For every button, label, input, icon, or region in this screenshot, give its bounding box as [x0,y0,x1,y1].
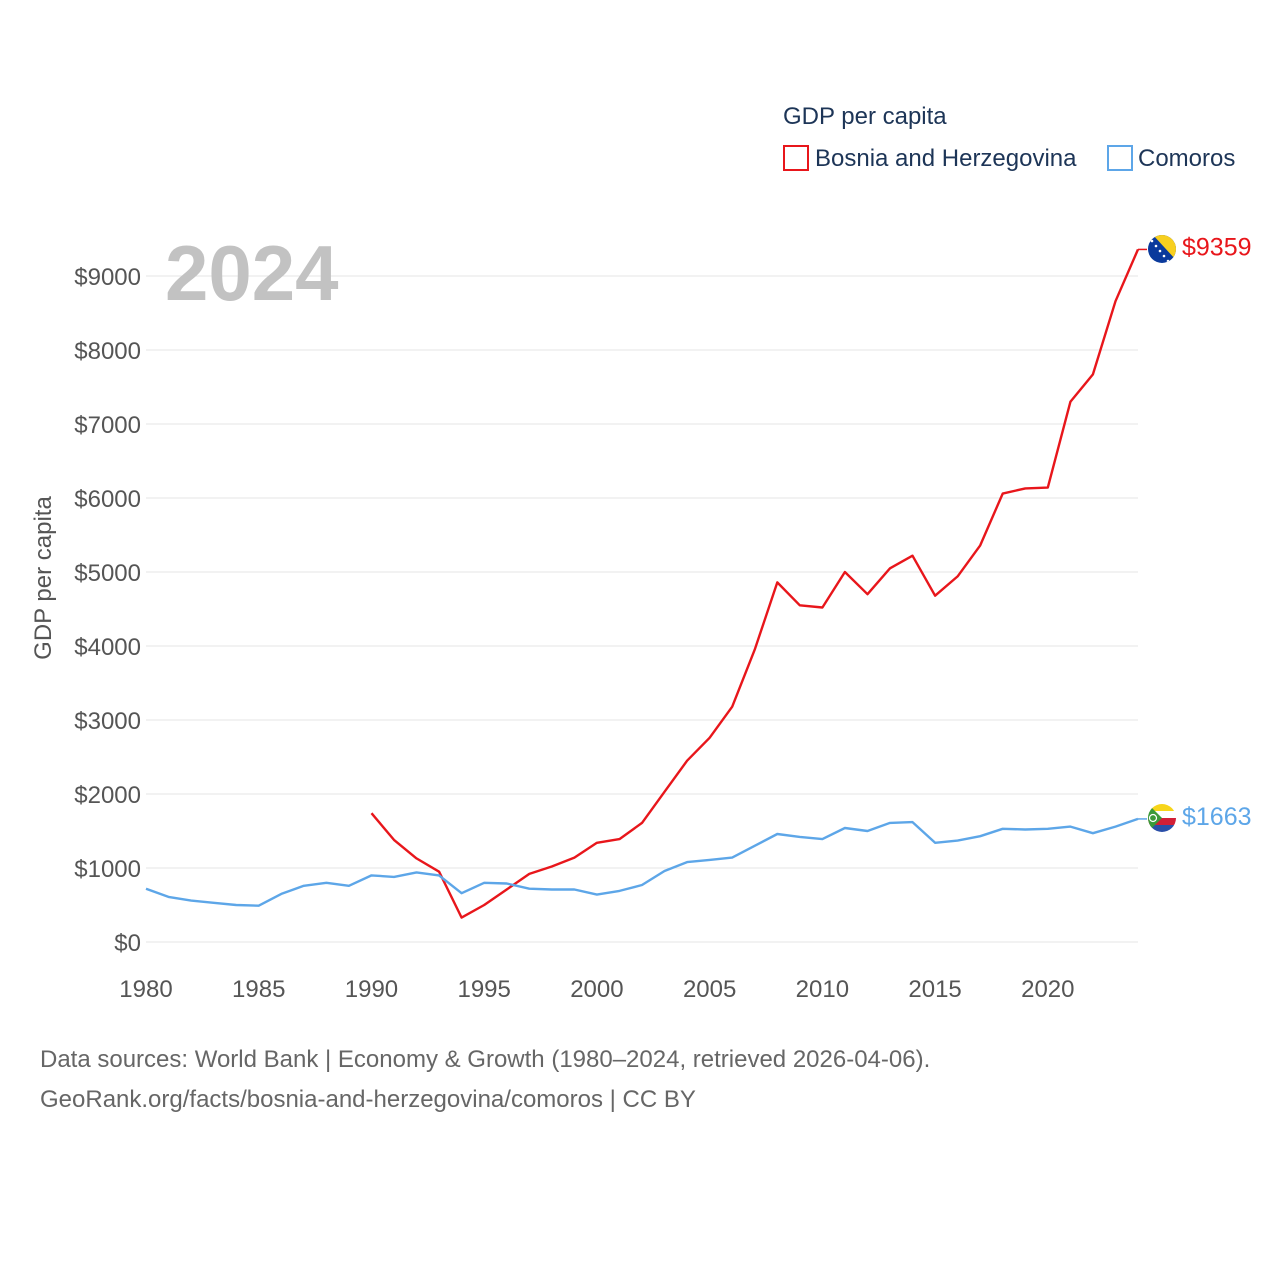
year-label: 2024 [165,229,339,317]
comoros-flag-icon [1148,804,1176,832]
footer: Data sources: World Bank | Economy & Gro… [40,1040,930,1120]
x-tick-label: 2015 [908,976,961,1003]
y-tick-label: $1000 [74,856,141,883]
y-axis-label: GDP per capita [30,496,57,660]
x-tick-label: 2000 [570,976,623,1003]
y-tick-label: $7000 [74,412,141,439]
legend-swatch-bosnia[interactable] [783,145,809,171]
y-tick-label: $2000 [74,782,141,809]
x-tick-label: 1995 [457,976,510,1003]
x-tick-label: 1980 [119,976,172,1003]
x-tick-label: 2010 [796,976,849,1003]
legend-title: GDP per capita [783,103,947,130]
footer-link[interactable]: GeoRank.org/facts/bosnia-and-herzegovina… [40,1086,696,1113]
series-line-bosnia-and-herzegovina[interactable] [370,248,1140,919]
grid-lines [146,275,1138,943]
legend: GDP per capita Bosnia and Herzegovina Co… [783,103,1235,172]
x-tick-label: 1990 [345,976,398,1003]
legend-swatch-comoros[interactable] [1107,145,1133,171]
legend-label-bosnia[interactable]: Bosnia and Herzegovina [815,145,1077,172]
series-lines [145,248,1140,919]
footer-sources: Data sources: World Bank | Economy & Gro… [40,1046,931,1073]
end-value-label-bosnia-and-herzegovina: $9359 [1182,233,1252,261]
bosnia-flag-icon [1148,235,1176,263]
y-tick-label: $3000 [74,708,141,735]
legend-label-comoros[interactable]: Comoros [1138,145,1235,172]
y-tick-label: $8000 [74,338,141,365]
series-line-comoros[interactable] [145,817,1139,907]
y-tick-label: $9000 [74,264,141,291]
y-tick-label: $0 [114,930,141,957]
y-tick-label: $5000 [74,560,141,587]
y-tick-label: $4000 [74,634,141,661]
y-axis-ticks: $0 $1000 $2000 $3000 $4000 $5000 $6000 $7000 $80… [74,264,141,957]
y-tick-label: $6000 [74,486,141,513]
x-tick-label: 2020 [1021,976,1074,1003]
x-tick-label: 1985 [232,976,285,1003]
end-value-label-comoros: $1663 [1182,803,1252,831]
x-axis-ticks: 1980 1985 1990 1995 2000 2005 2010 2015 2020 [119,976,1074,1003]
x-tick-label: 2005 [683,976,736,1003]
series-end-markers: $9359 $1663 [1138,233,1252,831]
